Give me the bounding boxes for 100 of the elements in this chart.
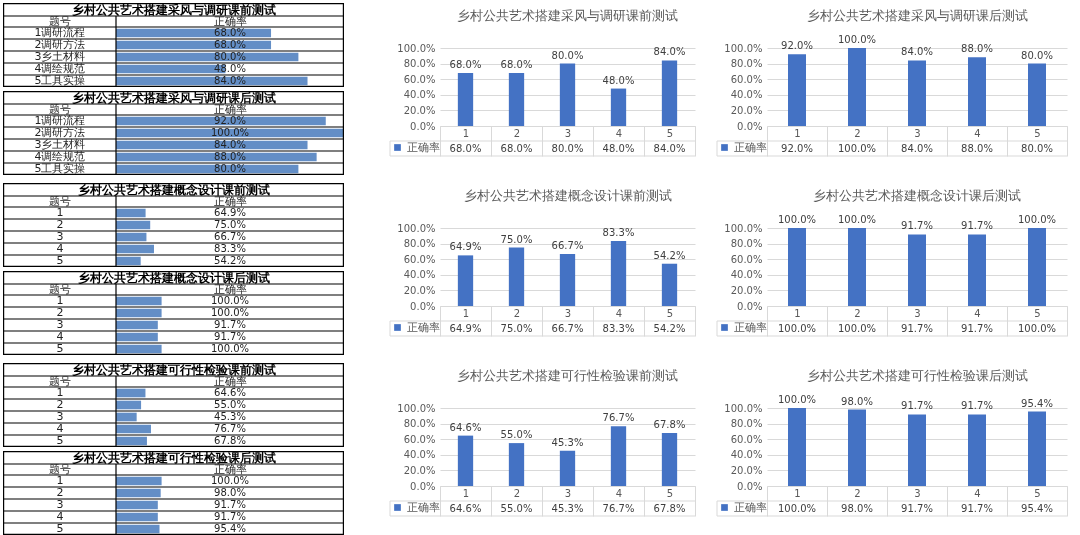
x-tick-label: 5 [666, 307, 674, 319]
chart-title: 乡村公共艺术搭建采风与调研课前测试 [457, 8, 678, 23]
y-tick-label: 4调绘规范 [34, 150, 86, 163]
text: 84.0% [901, 46, 933, 58]
x-tick-label: 1 [462, 307, 470, 319]
bar [116, 424, 151, 434]
bar [508, 443, 525, 486]
y-tick-label: 3乡土材料 [34, 50, 86, 63]
legend-label: 正确率 [407, 320, 440, 334]
bar [457, 255, 474, 306]
data-label: 55.0% [214, 399, 246, 410]
text: 91.7% [961, 220, 993, 232]
y-tick-label: 5工具实操 [34, 162, 86, 175]
y-tick-label: 100.0% [724, 222, 763, 234]
y-tick-label: 20.0% [403, 284, 436, 296]
text: 84.0% [653, 46, 686, 58]
x-tick-label: 2 [854, 127, 861, 139]
text: 95.4% [1021, 397, 1053, 409]
y-tick-label: 0.0% [737, 300, 763, 312]
data-label: 68.0% [214, 39, 246, 50]
y-tick-label: 4 [56, 242, 64, 255]
data-label: 88.0% [961, 142, 993, 154]
y-tick-label: 20.0% [730, 464, 763, 476]
y-axis-title: 题号 [48, 282, 71, 296]
bar [848, 48, 866, 126]
y-tick-label: 1 [56, 386, 64, 399]
y-tick-label: 100.0% [724, 402, 763, 414]
data-label: 76.7% [602, 502, 635, 514]
data-label: 91.7% [961, 502, 993, 514]
y-tick-label: 40.0% [730, 89, 763, 101]
data-label: 68.0% [500, 142, 533, 154]
bar [848, 409, 866, 486]
bar [908, 60, 926, 126]
text: 75.0% [500, 233, 533, 245]
x-tick-label: 2 [513, 307, 521, 319]
y-tick-label: 3 [56, 230, 64, 243]
y-tick-label: 20.0% [403, 464, 436, 476]
x-tick-label: 5 [1034, 307, 1041, 319]
data-label: 84.0% [653, 142, 686, 154]
data-label: 66.7% [551, 322, 584, 334]
text: 68.0% [449, 58, 482, 70]
x-tick-label: 1 [794, 307, 801, 319]
bar [610, 241, 627, 306]
text: 45.3% [551, 436, 584, 448]
data-label: 100.0% [210, 475, 250, 486]
x-tick-label: 4 [615, 127, 623, 139]
bar [116, 436, 147, 446]
data-label: 64.6% [214, 387, 246, 398]
x-tick-label: 4 [615, 487, 623, 499]
text: 100.0% [777, 394, 817, 405]
bar [559, 450, 576, 486]
data-label: 68.0% [214, 27, 246, 38]
data-label: 83.3% [602, 322, 635, 334]
y-axis-title: 题号 [48, 374, 71, 388]
x-tick-label: 3 [564, 307, 572, 319]
text: 66.7% [551, 239, 584, 251]
x-tick-label: 2 [854, 487, 861, 499]
data-label: 54.2% [214, 255, 246, 266]
data-label: 100.0% [777, 502, 817, 514]
y-tick-label: 80.0% [730, 58, 763, 70]
x-tick-label: 5 [666, 487, 674, 499]
data-label: 84.0% [901, 142, 933, 154]
data-label: 98.0% [841, 502, 873, 514]
data-label: 67.8% [214, 435, 246, 446]
bar [788, 54, 806, 126]
y-tick-label: 40.0% [730, 449, 763, 461]
y-tick-label: 1 [56, 206, 64, 219]
y-tick-label: 60.0% [403, 73, 436, 85]
data-label: 91.7% [901, 322, 933, 334]
x-tick-label: 1 [794, 487, 801, 499]
y-tick-label: 60.0% [403, 433, 436, 445]
data-label: 100.0% [210, 307, 250, 318]
y-tick-label: 5 [56, 254, 64, 267]
y-tick-label: 0.0% [410, 120, 436, 132]
x-tick-label: 1 [794, 127, 801, 139]
data-label: 76.7% [214, 423, 246, 434]
y-tick-label: 40.0% [403, 89, 436, 101]
data-label: 68.0% [449, 142, 482, 154]
data-label: 83.3% [214, 243, 246, 254]
x-tick-label: 2 [513, 127, 521, 139]
y-axis-title: 题号 [48, 14, 71, 28]
y-tick-label: 2调研方法 [34, 38, 86, 51]
bar [908, 414, 926, 486]
x-tick-label: 5 [1034, 487, 1041, 499]
text: 83.3% [602, 227, 635, 239]
x-tick-label: 2 [513, 487, 521, 499]
data-label: 100.0% [210, 127, 250, 138]
y-axis-title: 题号 [48, 462, 71, 476]
y-tick-label: 0.0% [410, 480, 436, 492]
x-tick-label: 3 [564, 487, 572, 499]
text: 91.7% [961, 400, 993, 412]
data-label: 84.0% [214, 75, 246, 86]
text: 76.7% [602, 412, 635, 424]
y-tick-label: 40.0% [403, 449, 436, 461]
bar [968, 414, 986, 486]
data-label: 91.7% [214, 511, 246, 522]
data-label: 54.2% [653, 322, 686, 334]
legend-label: 正确率 [734, 500, 767, 514]
bar [661, 263, 678, 306]
y-tick-label: 80.0% [730, 238, 763, 250]
